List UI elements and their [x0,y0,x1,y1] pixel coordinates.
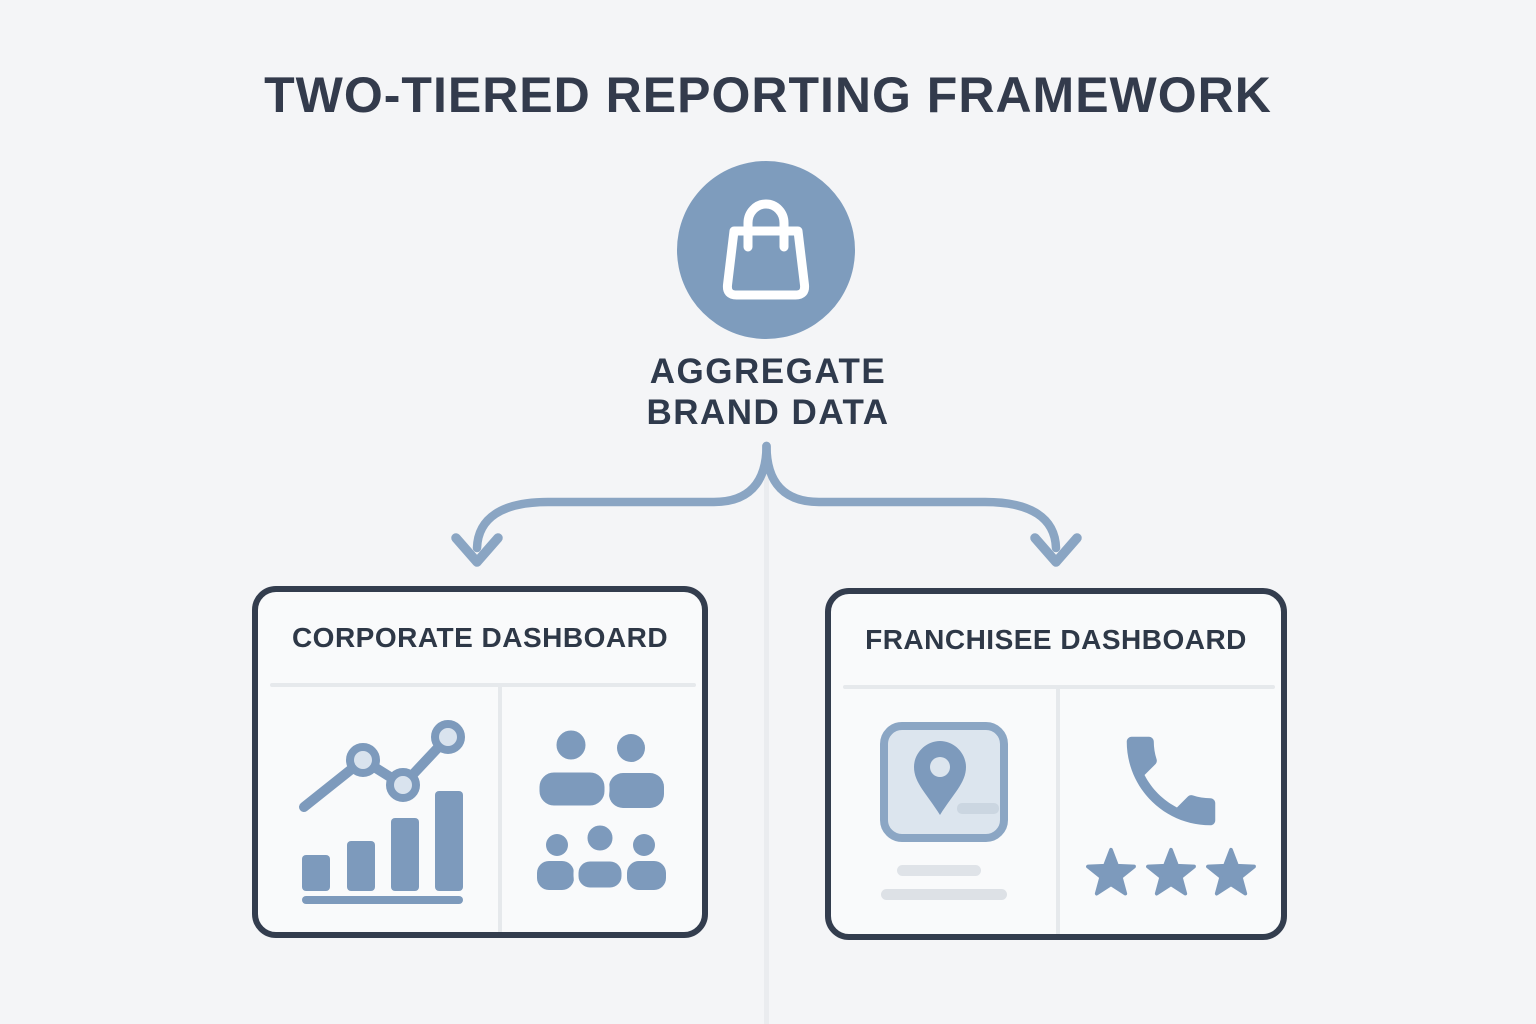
corporate-dashboard-panel: CORPORATE DASHBOARD [252,586,708,938]
shopping-bag-icon [722,199,810,300]
calls-rating-cell [1056,689,1281,934]
corporate-dashboard-body [258,687,702,932]
hub-label-line1: AGGREGATE [649,352,887,391]
star-icon [1205,847,1256,895]
corporate-dashboard-title: CORPORATE DASHBOARD [291,621,669,653]
franchisee-dashboard-body [831,689,1281,934]
hub-label-line2: BRAND DATA [646,392,890,432]
team-people-icon [534,727,667,892]
customers-cell [497,687,702,932]
trend-bar-chart-icon [299,719,466,904]
arrow-right-curve [762,441,1061,553]
franchisee-dashboard-title: FRANCHISEE DASHBOARD [865,623,1247,655]
location-cell [831,689,1056,934]
header-divider [843,685,1275,689]
phone-icon [1126,736,1215,825]
arrow-left-curve [472,441,771,553]
star-icon [1145,847,1196,895]
hub-label: AGGREGATE BRAND DATA [0,352,1536,433]
location-card-icon [879,721,1008,900]
metrics-cell [258,687,498,932]
rating-stars [1083,846,1259,902]
page-title: TWO-TIERED REPORTING FRAMEWORK [264,67,1272,123]
hub-circle [677,161,855,339]
arrow-right-head-icon [1030,533,1082,567]
header-divider [270,683,696,687]
star-icon [1085,847,1136,895]
franchisee-dashboard-panel: FRANCHISEE DASHBOARD [825,588,1287,940]
arrow-left-head-icon [451,533,503,567]
